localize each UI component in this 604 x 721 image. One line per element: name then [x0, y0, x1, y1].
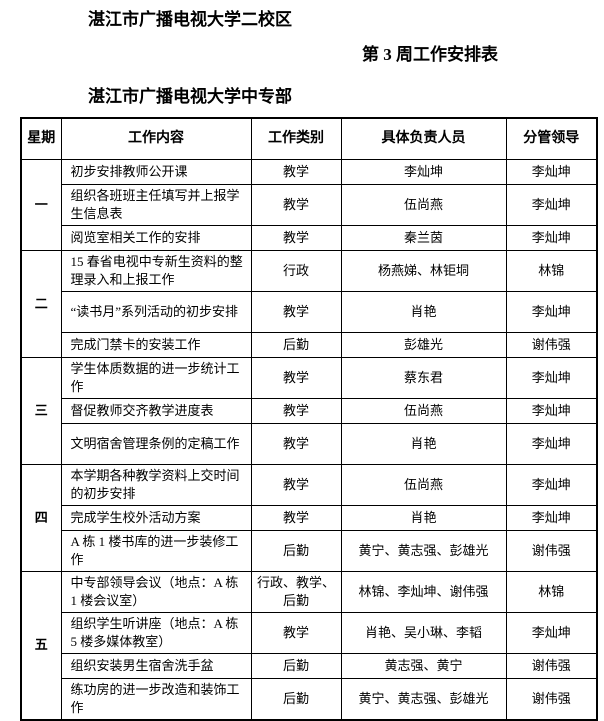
table-row: 组织学生听讲座（地点：A 栋 5 楼多媒体教室） 教学 肖艳、吴小琳、李韬 李灿… — [21, 611, 598, 654]
work-content-cell: 学生体质数据的进一步统计工作 — [60, 356, 252, 399]
work-content-cell: 组织安装男生宿舍洗手盆 — [60, 652, 252, 679]
table-row: 五 中专部领导会议（地点：A 栋 1 楼会议室） 行政、教学、后勤 林锦、李灿坤… — [20, 570, 598, 720]
table-row: 完成学生校外活动方案 教学 肖艳 李灿坤 — [21, 504, 598, 531]
page-title-campus: 湛江市广播电视大学二校区 — [88, 10, 292, 29]
work-schedule-table: 星期 工作内容 工作类别 具体负责人员 分管领导 一 初步安排教师公开课 教学 … — [20, 117, 598, 721]
work-content-cell: 完成门禁卡的安装工作 — [60, 331, 252, 358]
table-row: 督促教师交齐教学进度表 教学 伍尚燕 李灿坤 — [21, 397, 598, 424]
table-row: 三 学生体质数据的进一步统计工作 教学 蔡东君 李灿坤 — [20, 356, 598, 465]
leader-cell: 李灿坤 — [505, 290, 598, 333]
work-category-cell: 后勤 — [250, 677, 342, 720]
work-category-cell: 教学 — [250, 356, 342, 399]
work-category-cell: 教学 — [250, 397, 342, 424]
work-category-cell: 教学 — [250, 158, 342, 185]
work-content-cell: 完成学生校外活动方案 — [60, 504, 252, 531]
table-row: 组织各班班主任填写并上报学生信息表 教学 伍尚燕 李灿坤 — [21, 183, 598, 226]
work-category-cell: 后勤 — [250, 331, 342, 358]
table-row: 文明宿舍管理条例的定稿工作 教学 肖艳 李灿坤 — [21, 422, 598, 465]
col-header-responsible: 具体负责人员 — [340, 117, 507, 160]
day-cell-thursday: 四 — [20, 463, 62, 572]
leader-cell: 李灿坤 — [505, 183, 598, 226]
work-content-cell: 督促教师交齐教学进度表 — [60, 397, 252, 424]
col-header-work-content: 工作内容 — [60, 117, 252, 160]
work-content-cell: 15 春省电视中专新生资料的整理录入和上报工作 — [60, 249, 252, 292]
day-cell-friday: 五 — [20, 570, 62, 720]
leader-cell: 谢伟强 — [505, 652, 598, 679]
work-category-cell: 教学 — [250, 224, 342, 251]
work-content-cell: 练功房的进一步改造和装饰工作 — [60, 677, 252, 720]
work-category-cell: 教学 — [250, 183, 342, 226]
col-header-work-category: 工作类别 — [250, 117, 342, 160]
responsible-cell: 肖艳 — [340, 504, 507, 531]
responsible-cell: 黄宁、黄志强、彭雄光 — [340, 677, 507, 720]
page-title-week-schedule: 第 3 周工作安排表 — [362, 45, 498, 64]
responsible-cell: 彭雄光 — [340, 331, 507, 358]
work-category-cell: 行政 — [250, 249, 342, 292]
work-category-cell: 教学 — [250, 504, 342, 531]
leader-cell: 谢伟强 — [505, 529, 598, 572]
responsible-cell: 黄宁、黄志强、彭雄光 — [340, 529, 507, 572]
col-header-day: 星期 — [20, 117, 62, 160]
day-cell-tuesday: 二 — [20, 249, 62, 358]
leader-cell: 李灿坤 — [505, 356, 598, 399]
day-cell-monday: 一 — [20, 158, 62, 251]
responsible-cell: 蔡东君 — [340, 356, 507, 399]
work-content-cell: 阅览室相关工作的安排 — [60, 224, 252, 251]
table-row: 一 初步安排教师公开课 教学 李灿坤 李灿坤 — [20, 158, 598, 251]
col-header-leader: 分管领导 — [505, 117, 598, 160]
work-content-cell: 初步安排教师公开课 — [60, 158, 252, 185]
responsible-cell: 肖艳 — [340, 290, 507, 333]
table-row: “读书月”系列活动的初步安排 教学 肖艳 李灿坤 — [21, 290, 598, 333]
leader-cell: 李灿坤 — [505, 611, 598, 654]
leader-cell: 林锦 — [505, 570, 598, 613]
responsible-cell: 林锦、李灿坤、谢伟强 — [340, 570, 507, 613]
table-row: A 栋 1 楼书库的进一步装修工作 后勤 黄宁、黄志强、彭雄光 谢伟强 — [21, 529, 598, 572]
responsible-cell: 肖艳 — [340, 422, 507, 465]
table-row: 组织安装男生宿舍洗手盆 后勤 黄志强、黄宁 谢伟强 — [21, 652, 598, 679]
work-category-cell: 教学 — [250, 422, 342, 465]
work-content-cell: 组织学生听讲座（地点：A 栋 5 楼多媒体教室） — [60, 611, 252, 654]
leader-cell: 李灿坤 — [505, 224, 598, 251]
responsible-cell: 伍尚燕 — [340, 463, 507, 506]
leader-cell: 林锦 — [505, 249, 598, 292]
table-row: 二 15 春省电视中专新生资料的整理录入和上报工作 行政 杨燕娣、林钜垌 林锦 — [20, 249, 598, 358]
table-row: 完成门禁卡的安装工作 后勤 彭雄光 谢伟强 — [21, 331, 598, 358]
work-category-cell: 教学 — [250, 611, 342, 654]
day-cell-wednesday: 三 — [20, 356, 62, 465]
responsible-cell: 黄志强、黄宁 — [340, 652, 507, 679]
responsible-cell: 伍尚燕 — [340, 397, 507, 424]
table-header-row: 星期 工作内容 工作类别 具体负责人员 分管领导 — [20, 117, 598, 160]
work-content-cell: 组织各班班主任填写并上报学生信息表 — [60, 183, 252, 226]
leader-cell: 谢伟强 — [505, 331, 598, 358]
responsible-cell: 杨燕娣、林钜垌 — [340, 249, 507, 292]
work-category-cell: 行政、教学、后勤 — [250, 570, 342, 613]
work-category-cell: 教学 — [250, 463, 342, 506]
work-content-cell: “读书月”系列活动的初步安排 — [60, 290, 252, 333]
leader-cell: 李灿坤 — [505, 504, 598, 531]
responsible-cell: 伍尚燕 — [340, 183, 507, 226]
responsible-cell: 肖艳、吴小琳、李韬 — [340, 611, 507, 654]
table-row: 练功房的进一步改造和装饰工作 后勤 黄宁、黄志强、彭雄光 谢伟强 — [21, 677, 598, 720]
leader-cell: 李灿坤 — [505, 422, 598, 465]
table-row: 阅览室相关工作的安排 教学 秦兰茵 李灿坤 — [21, 224, 598, 251]
responsible-cell: 秦兰茵 — [340, 224, 507, 251]
page-title-department: 湛江市广播电视大学中专部 — [88, 87, 292, 106]
work-content-cell: A 栋 1 楼书库的进一步装修工作 — [60, 529, 252, 572]
work-content-cell: 文明宿舍管理条例的定稿工作 — [60, 422, 252, 465]
leader-cell: 李灿坤 — [505, 158, 598, 185]
leader-cell: 李灿坤 — [505, 397, 598, 424]
work-category-cell: 教学 — [250, 290, 342, 333]
work-category-cell: 后勤 — [250, 529, 342, 572]
work-content-cell: 中专部领导会议（地点：A 栋 1 楼会议室） — [60, 570, 252, 613]
leader-cell: 李灿坤 — [505, 463, 598, 506]
work-content-cell: 本学期各种教学资料上交时间的初步安排 — [60, 463, 252, 506]
work-category-cell: 后勤 — [250, 652, 342, 679]
responsible-cell: 李灿坤 — [340, 158, 507, 185]
leader-cell: 谢伟强 — [505, 677, 598, 720]
table-row: 四 本学期各种教学资料上交时间的初步安排 教学 伍尚燕 李灿坤 — [20, 463, 598, 572]
